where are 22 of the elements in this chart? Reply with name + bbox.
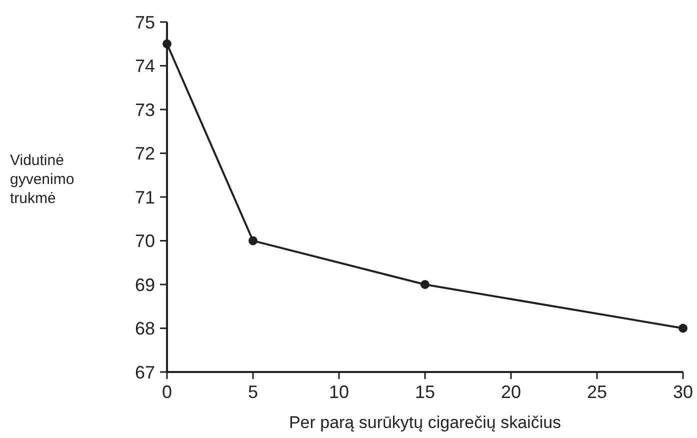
y-tick-label: 67 [134,362,155,382]
x-tick-label: 20 [500,382,522,402]
y-axis-title: Vidutinė gyvenimo trukmė [10,152,74,207]
x-tick-label: 25 [586,382,608,402]
y-tick-label: 75 [134,12,155,32]
y-tick-label: 70 [134,231,155,252]
x-tick-label: 15 [414,382,436,402]
x-axis-title: Per parą surūkytų cigarečių skaičius [288,413,562,432]
point [420,280,430,289]
x-tick-label: 0 [162,382,172,402]
y-tick-label: 73 [134,100,155,120]
point [248,236,258,246]
x-tick-label: 10 [328,382,350,402]
y-tick-label: 68 [134,318,155,339]
x-tick-label: 5 [248,382,258,402]
x-tick-label: 30 [672,382,694,402]
y-tick-label: 74 [134,56,155,76]
point [678,324,688,333]
y-tick-label: 71 [134,187,155,208]
point [162,39,172,48]
y-tick-label: 72 [134,144,155,164]
y-tick-label: 69 [134,274,155,295]
